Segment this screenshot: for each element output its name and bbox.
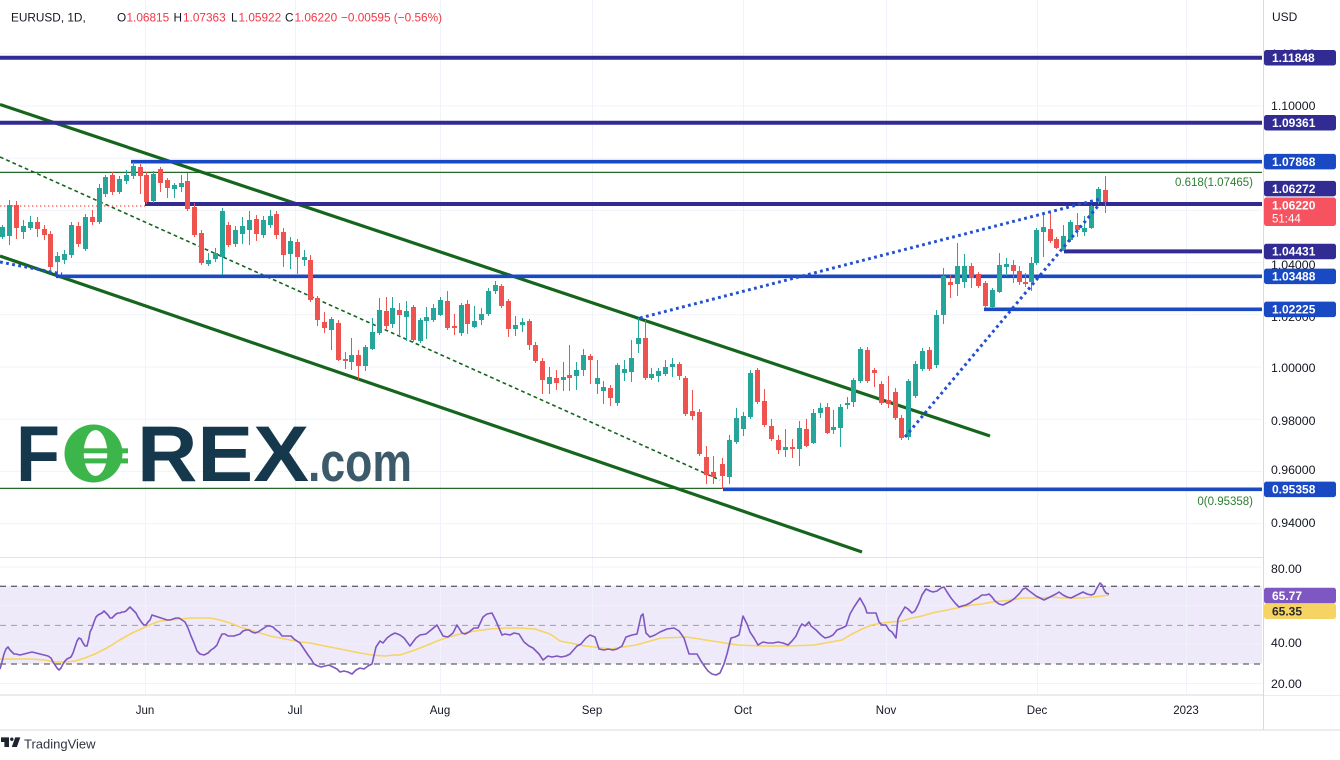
- svg-text:1.07868: 1.07868: [1272, 155, 1316, 169]
- svg-text:0.95358: 0.95358: [1272, 483, 1316, 497]
- svg-text:Oct: Oct: [734, 705, 753, 717]
- svg-text:C: C: [285, 11, 294, 25]
- svg-text:H: H: [174, 11, 183, 25]
- svg-text:1.06815: 1.06815: [127, 11, 170, 25]
- svg-text:0.96000: 0.96000: [1271, 463, 1316, 477]
- svg-text:1.06272: 1.06272: [1272, 182, 1316, 196]
- svg-text:65.77: 65.77: [1272, 589, 1302, 603]
- svg-text:0.98000: 0.98000: [1271, 414, 1316, 428]
- svg-text:65.35: 65.35: [1272, 605, 1302, 619]
- svg-text:Sep: Sep: [582, 705, 602, 717]
- svg-text:1.09361: 1.09361: [1272, 116, 1316, 130]
- svg-text:1.10000: 1.10000: [1271, 99, 1316, 113]
- svg-text:2023: 2023: [1173, 705, 1199, 717]
- svg-text:Jun: Jun: [136, 705, 155, 717]
- svg-text:Aug: Aug: [430, 705, 450, 717]
- svg-text:F: F: [16, 409, 60, 498]
- svg-text:1.07363: 1.07363: [183, 11, 226, 25]
- svg-text:EURUSD, 1D,: EURUSD, 1D,: [11, 11, 86, 25]
- svg-text:REX: REX: [137, 409, 309, 498]
- svg-text:TradingView: TradingView: [24, 736, 96, 751]
- svg-text:L: L: [231, 11, 238, 25]
- svg-text:Dec: Dec: [1027, 705, 1048, 717]
- svg-text:1.04000: 1.04000: [1271, 258, 1316, 272]
- svg-text:51:44: 51:44: [1272, 214, 1301, 226]
- svg-text:1.05922: 1.05922: [239, 11, 282, 25]
- svg-text:Jul: Jul: [288, 705, 303, 717]
- svg-text:O: O: [117, 11, 126, 25]
- svg-text:20.00: 20.00: [1271, 677, 1302, 691]
- svg-text:0.94000: 0.94000: [1271, 516, 1316, 530]
- svg-text:0.618(1.07465): 0.618(1.07465): [1175, 177, 1253, 189]
- svg-text:Nov: Nov: [876, 705, 897, 717]
- svg-text:40.00: 40.00: [1271, 636, 1302, 650]
- svg-text:USD: USD: [1272, 10, 1298, 24]
- svg-text:.com: .com: [308, 431, 412, 493]
- svg-text:−0.00595 (−0.56%): −0.00595 (−0.56%): [341, 11, 442, 25]
- svg-text:0(0.95358): 0(0.95358): [1197, 496, 1253, 508]
- svg-text:1.11848: 1.11848: [1272, 51, 1315, 65]
- svg-text:80.00: 80.00: [1271, 562, 1302, 576]
- svg-text:1.06220: 1.06220: [1272, 199, 1316, 213]
- svg-text:1.04431: 1.04431: [1272, 245, 1316, 259]
- svg-text:1.02225: 1.02225: [1272, 303, 1316, 317]
- svg-text:1.03488: 1.03488: [1272, 270, 1316, 284]
- svg-text:1.00000: 1.00000: [1271, 361, 1316, 375]
- svg-text:1.06220: 1.06220: [295, 11, 338, 25]
